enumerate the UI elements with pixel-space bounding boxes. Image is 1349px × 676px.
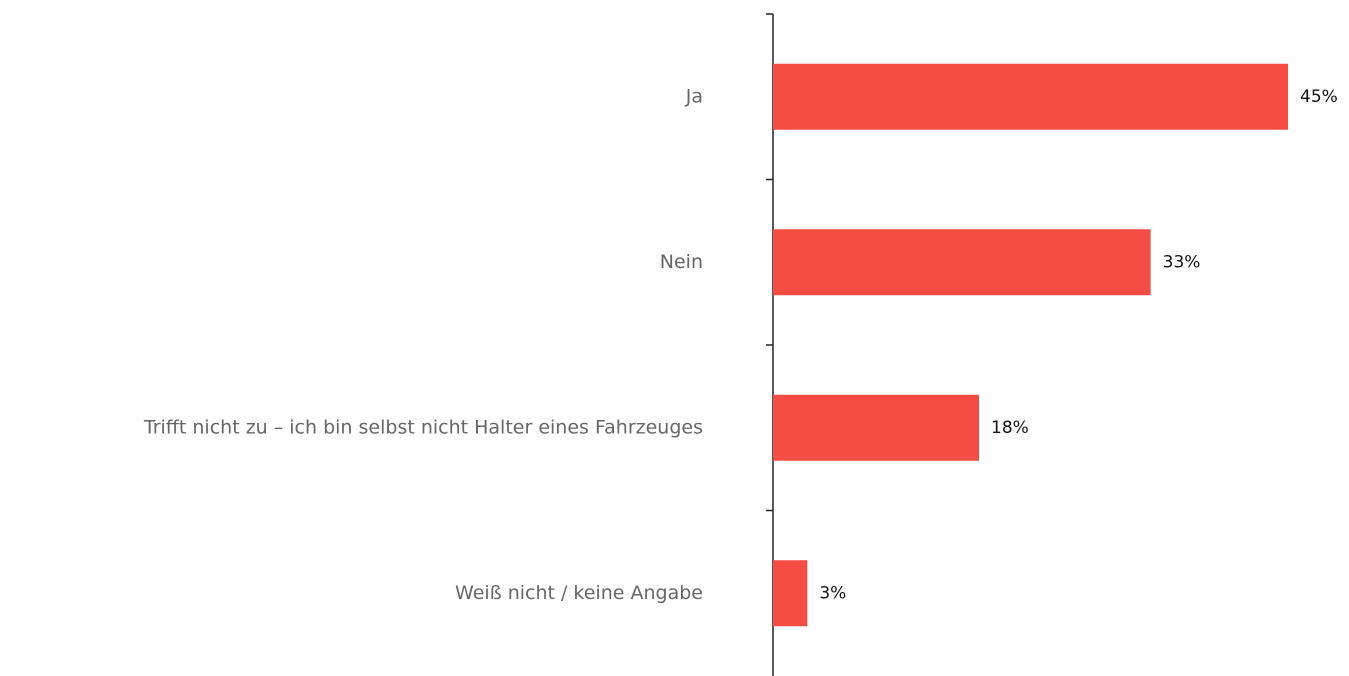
value-label: 33% xyxy=(1163,252,1201,272)
category-label: Trifft nicht zu – ich bin selbst nicht H… xyxy=(143,416,703,438)
bar xyxy=(773,63,1288,130)
value-label: 18% xyxy=(991,418,1029,438)
category-label: Ja xyxy=(685,85,703,107)
bar xyxy=(773,394,979,461)
category-label: Weiß nicht / keine Angabe xyxy=(455,582,703,604)
bar xyxy=(773,229,1151,296)
value-label: 3% xyxy=(819,583,846,603)
category-label: Nein xyxy=(660,251,703,273)
value-label: 45% xyxy=(1300,87,1338,107)
bar xyxy=(773,560,808,627)
